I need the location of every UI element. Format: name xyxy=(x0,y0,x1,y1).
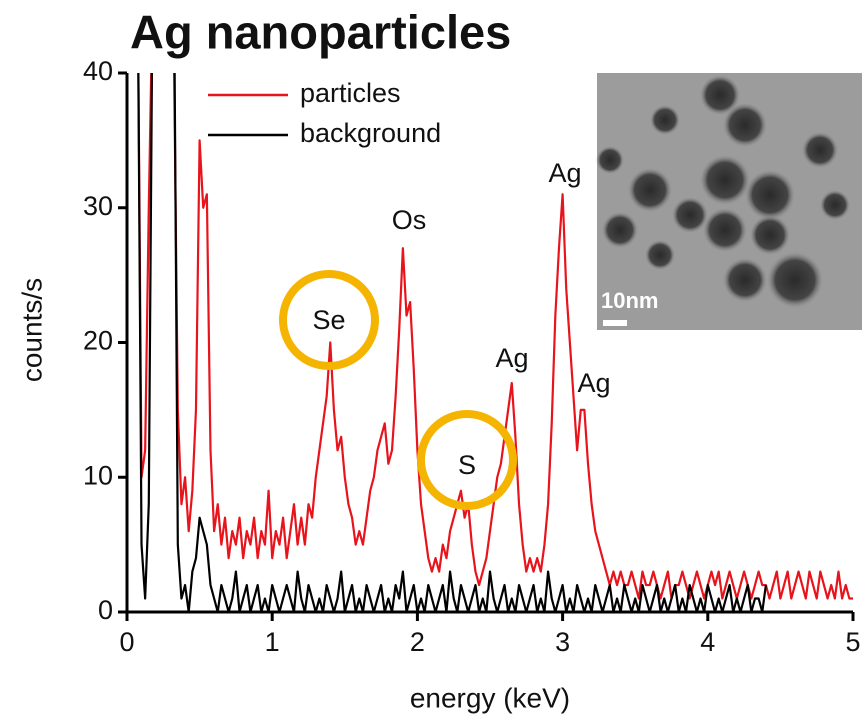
inset-scale-label: 10nm xyxy=(601,288,658,313)
chart: Ag nanoparticles energy (keV) counts/s 1… xyxy=(0,0,864,721)
legend-label: particles xyxy=(300,78,401,108)
x-tick-label: 1 xyxy=(265,627,280,657)
y-tick-label: 30 xyxy=(83,191,113,221)
y-tick-label: 0 xyxy=(98,595,113,625)
y-axis-label: counts/s xyxy=(16,278,47,382)
peak-annotation: S xyxy=(458,450,476,480)
x-axis-label: energy (keV) xyxy=(410,682,570,713)
peak-annotation: Ag xyxy=(548,158,581,188)
y-tick-label: 20 xyxy=(83,326,113,356)
peak-annotation: Ag xyxy=(495,343,528,373)
inset-image: 10nm xyxy=(596,73,862,330)
x-tick-label: 5 xyxy=(845,627,860,657)
x-tick-label: 3 xyxy=(555,627,570,657)
chart-title: Ag nanoparticles xyxy=(130,5,511,58)
x-tick-label: 4 xyxy=(700,627,715,657)
legend-label: background xyxy=(300,118,441,148)
x-tick-label: 0 xyxy=(119,627,134,657)
peak-annotation: Os xyxy=(392,205,427,235)
y-tick-label: 40 xyxy=(83,56,113,86)
y-tick-label: 10 xyxy=(83,460,113,490)
peak-annotation: Se xyxy=(312,305,345,335)
peak-annotation: Ag xyxy=(577,368,610,398)
x-tick-label: 2 xyxy=(410,627,425,657)
